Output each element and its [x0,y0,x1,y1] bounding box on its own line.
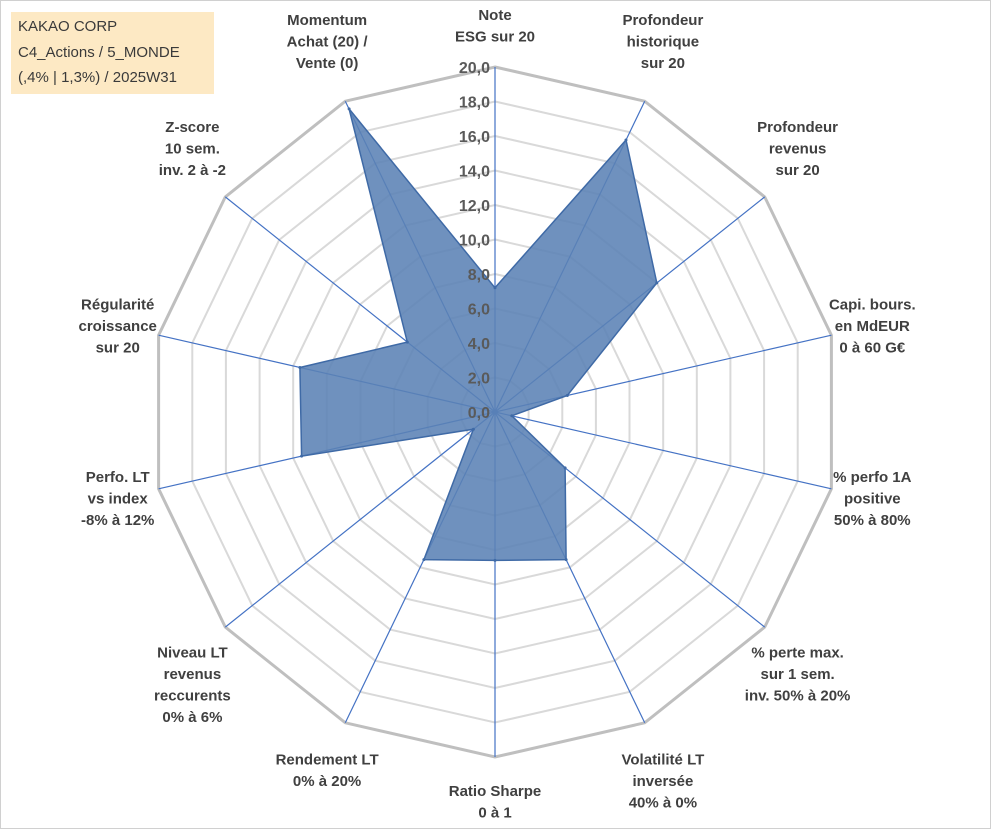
axis-label-13: Z-score 10 sem. inv. 2 à -2 [159,119,226,179]
axis-label-8: Ratio Sharpe 0 à 1 [449,783,542,822]
axis-label-line: croissance [79,318,157,335]
axis-label-6: % perte max. sur 1 sem. inv. 50% à 20% [745,644,851,704]
data-point-4 [565,394,569,397]
axis-label-12: Régularité croissance sur 20 [79,297,157,357]
axis-label-1: Note ESG sur 20 [455,7,535,46]
axis-label-line: sur 20 [641,55,685,72]
axis-label-line: -8% à 12% [81,512,154,529]
axis-label-line: vs index [88,490,149,507]
info-box: KAKAO CORP C4_Actions / 5_MONDE (,4% | 1… [11,12,214,94]
axis-label-line: Note [478,7,511,24]
tick-label: 4,0 [468,336,490,353]
tick-label: 8,0 [468,267,490,284]
axis-label-line: Régularité [81,297,154,314]
axis-label-line: 0 à 60 G€ [839,340,906,357]
axis-label-line: Momentum [287,12,367,29]
tick-label: 16,0 [459,129,490,146]
axis-label-line: 50% à 80% [834,512,911,529]
axis-label-5: % perfo 1A positive 50% à 80% [833,469,912,529]
axis-label-9: Rendement LT 0% à 20% [276,752,379,791]
data-point-1 [493,286,497,290]
axis-label-line: sur 20 [96,340,140,357]
data-point-13 [405,340,409,344]
axis-label-line: reccurents [154,687,231,704]
axis-label-line: Perfo. LT [86,469,150,486]
tick-layer: 0,0 2,0 4,0 6,0 8,0 10,0 12,0 14,0 16,0 18,0 20,0 [459,60,490,422]
axis-label-line: sur 20 [775,162,819,179]
axis-label-line: Capi. bours. [829,297,916,314]
axis-label-14: Momentum Achat (20) / Vente (0) [287,12,369,72]
axis-label-line: inv. 2 à -2 [159,162,226,179]
tick-label: 0,0 [468,405,490,422]
axis-label-line: 40% à 0% [629,795,697,812]
data-point-8 [493,558,497,562]
axis-label-line: 0 à 1 [478,805,511,822]
axis-label-line: Vente (0) [296,55,359,72]
axis-label-line: ESG sur 20 [455,29,535,46]
info-company-name: KAKAO CORP [18,18,118,35]
tick-label: 2,0 [468,371,490,388]
axis-label-10: Niveau LT revenus reccurents 0% à 6% [154,644,231,726]
axis-label-line: % perfo 1A [833,469,912,486]
axis-label-line: en MdEUR [835,318,910,335]
data-point-9 [422,558,426,562]
data-point-11 [300,454,304,458]
info-category: C4_Actions / 5_MONDE [18,44,180,61]
axis-label-line: Achat (20) / [287,33,369,50]
data-point-10 [471,427,475,431]
axis-label-line: revenus [164,666,222,683]
tick-label: 10,0 [459,233,490,250]
data-point-12 [298,366,302,369]
data-point-7 [564,558,568,562]
data-point-2 [624,138,628,142]
axis-label-line: sur 1 sem. [760,666,834,683]
data-point-6 [563,466,567,470]
axis-label-line: historique [627,33,700,50]
axis-label-line: inv. 50% à 20% [745,687,851,704]
axis-label-11: Perfo. LT vs index -8% à 12% [81,469,154,529]
axis-label-line: Rendement LT [276,752,379,769]
axis-label-line: % perte max. [751,644,844,661]
axis-label-layer: Note ESG sur 20 Profondeur historique sur 20… [79,7,916,822]
axis-label-4: Capi. bours. en MdEUR 0 à 60 G€ [829,297,916,357]
axis-label-line: Profondeur [757,119,838,136]
tick-label: 18,0 [459,95,490,112]
data-point-14 [347,107,351,111]
data-point-3 [655,281,659,285]
axis-label-line: inversée [632,773,693,790]
tick-label: 12,0 [459,198,490,215]
series-layer [298,107,659,562]
spoke-10 [224,411,496,628]
axis-label-line: Z-score [165,119,219,136]
axis-label-3: Profondeur revenus sur 20 [757,119,838,179]
tick-label: 20,0 [459,60,490,77]
axis-label-line: 10 sem. [165,141,220,158]
axis-label-7: Volatilité LT inversée 40% à 0% [622,752,705,812]
axis-label-line: Profondeur [622,12,703,29]
axis-label-line: 0% à 20% [293,773,361,790]
axis-label-2: Profondeur historique sur 20 [622,12,703,72]
tick-label: 6,0 [468,302,490,319]
tick-label: 14,0 [459,164,490,181]
axis-label-line: Ratio Sharpe [449,783,542,800]
axis-label-line: revenus [769,141,827,158]
axis-label-line: Niveau LT [157,644,228,661]
info-period: (,4% | 1,3%) / 2025W31 [18,69,177,86]
spoke-5 [494,411,832,490]
axis-label-line: positive [844,490,901,507]
data-point-5 [510,414,514,418]
axis-label-line: Volatilité LT [622,752,705,769]
axis-label-line: 0% à 6% [162,709,222,726]
